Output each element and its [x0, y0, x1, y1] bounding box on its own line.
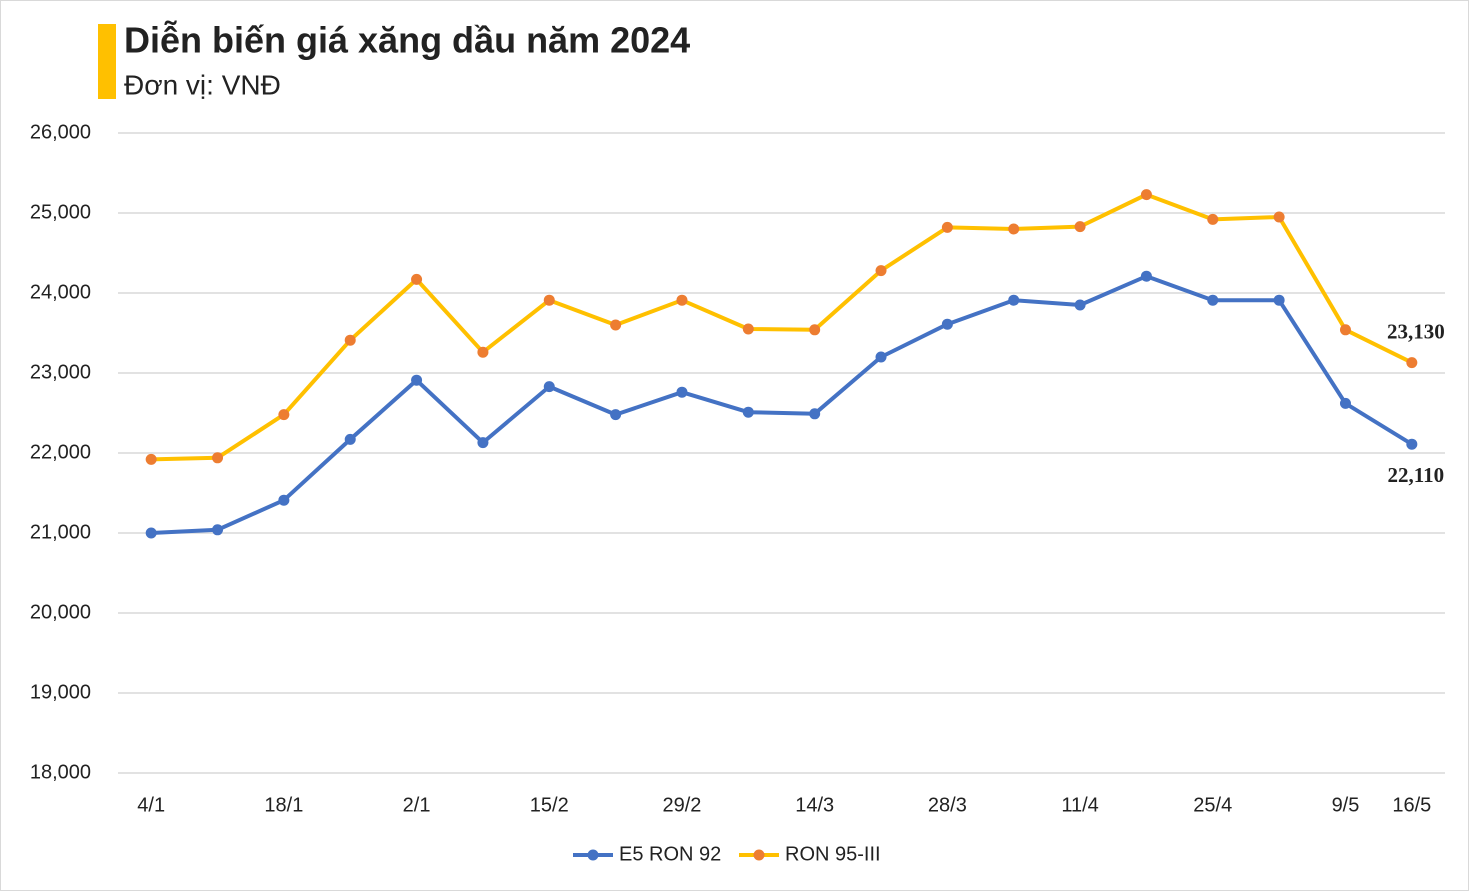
- data-point: [610, 319, 622, 331]
- legend-label: RON 95-III: [785, 843, 881, 865]
- data-point: [1339, 324, 1351, 336]
- title-accent: [98, 24, 116, 99]
- data-point: [1008, 223, 1020, 235]
- data-point: [543, 381, 555, 393]
- x-tick-label: 4/1: [137, 794, 165, 816]
- data-label: 23,130: [1387, 319, 1445, 343]
- y-tick-label: 19,000: [30, 681, 91, 703]
- data-point: [941, 221, 953, 233]
- data-point: [1008, 294, 1020, 306]
- data-point: [344, 334, 356, 346]
- chart-subtitle: Đơn vị: VNĐ: [124, 69, 281, 100]
- y-tick-label: 23,000: [30, 361, 91, 383]
- x-tick-label: 18/1: [264, 794, 303, 816]
- data-point: [1074, 299, 1086, 311]
- data-point: [411, 273, 423, 285]
- y-tick-label: 20,000: [30, 601, 91, 623]
- x-tick-label: 29/2: [663, 794, 702, 816]
- series-line: [151, 192, 1413, 462]
- data-point: [145, 453, 157, 465]
- legend-label: E5 RON 92: [619, 843, 721, 865]
- data-point: [212, 524, 224, 536]
- x-tick-label: 16/5: [1392, 794, 1431, 816]
- data-label: 22,110: [1388, 463, 1445, 487]
- x-tick-label: 9/5: [1332, 794, 1360, 816]
- data-point: [477, 437, 489, 449]
- data-point: [212, 452, 224, 464]
- data-point: [809, 324, 821, 336]
- x-tick-label: 15/2: [530, 794, 569, 816]
- data-point: [1207, 294, 1219, 306]
- data-point: [1207, 213, 1219, 225]
- y-tick-label: 21,000: [30, 521, 91, 543]
- x-tick-label: 2/1: [403, 794, 431, 816]
- data-point: [1406, 357, 1418, 369]
- data-point: [1406, 438, 1418, 450]
- y-tick-label: 22,000: [30, 441, 91, 463]
- data-point: [1273, 294, 1285, 306]
- data-point: [543, 294, 555, 306]
- data-point: [1140, 270, 1152, 282]
- data-point: [676, 294, 688, 306]
- data-point: [1273, 211, 1285, 223]
- data-point: [278, 409, 290, 421]
- data-point: [742, 323, 754, 335]
- y-tick-label: 26,000: [30, 121, 91, 143]
- data-point: [1339, 397, 1351, 409]
- data-point: [145, 527, 157, 539]
- x-tick-label: 11/4: [1061, 794, 1098, 816]
- legend-marker: [587, 849, 599, 861]
- data-point: [477, 346, 489, 358]
- data-point: [278, 494, 290, 506]
- data-point: [344, 433, 356, 445]
- data-point: [742, 406, 754, 418]
- y-tick-label: 24,000: [30, 281, 91, 303]
- data-point: [1140, 189, 1152, 201]
- y-tick-label: 25,000: [30, 201, 91, 223]
- data-point: [610, 409, 622, 421]
- data-point: [809, 408, 821, 420]
- data-point: [676, 386, 688, 398]
- series-line: [151, 274, 1413, 535]
- y-tick-label: 18,000: [30, 761, 91, 783]
- data-point: [875, 265, 887, 277]
- data-point: [875, 351, 887, 363]
- x-tick-label: 14/3: [795, 794, 834, 816]
- data-point: [941, 318, 953, 330]
- x-tick-label: 25/4: [1193, 794, 1232, 816]
- legend-marker: [753, 849, 765, 861]
- x-tick-label: 28/3: [928, 794, 967, 816]
- data-point: [411, 374, 423, 386]
- chart-title: Diễn biến giá xăng dầu năm 2024: [124, 20, 690, 61]
- data-point: [1074, 221, 1086, 233]
